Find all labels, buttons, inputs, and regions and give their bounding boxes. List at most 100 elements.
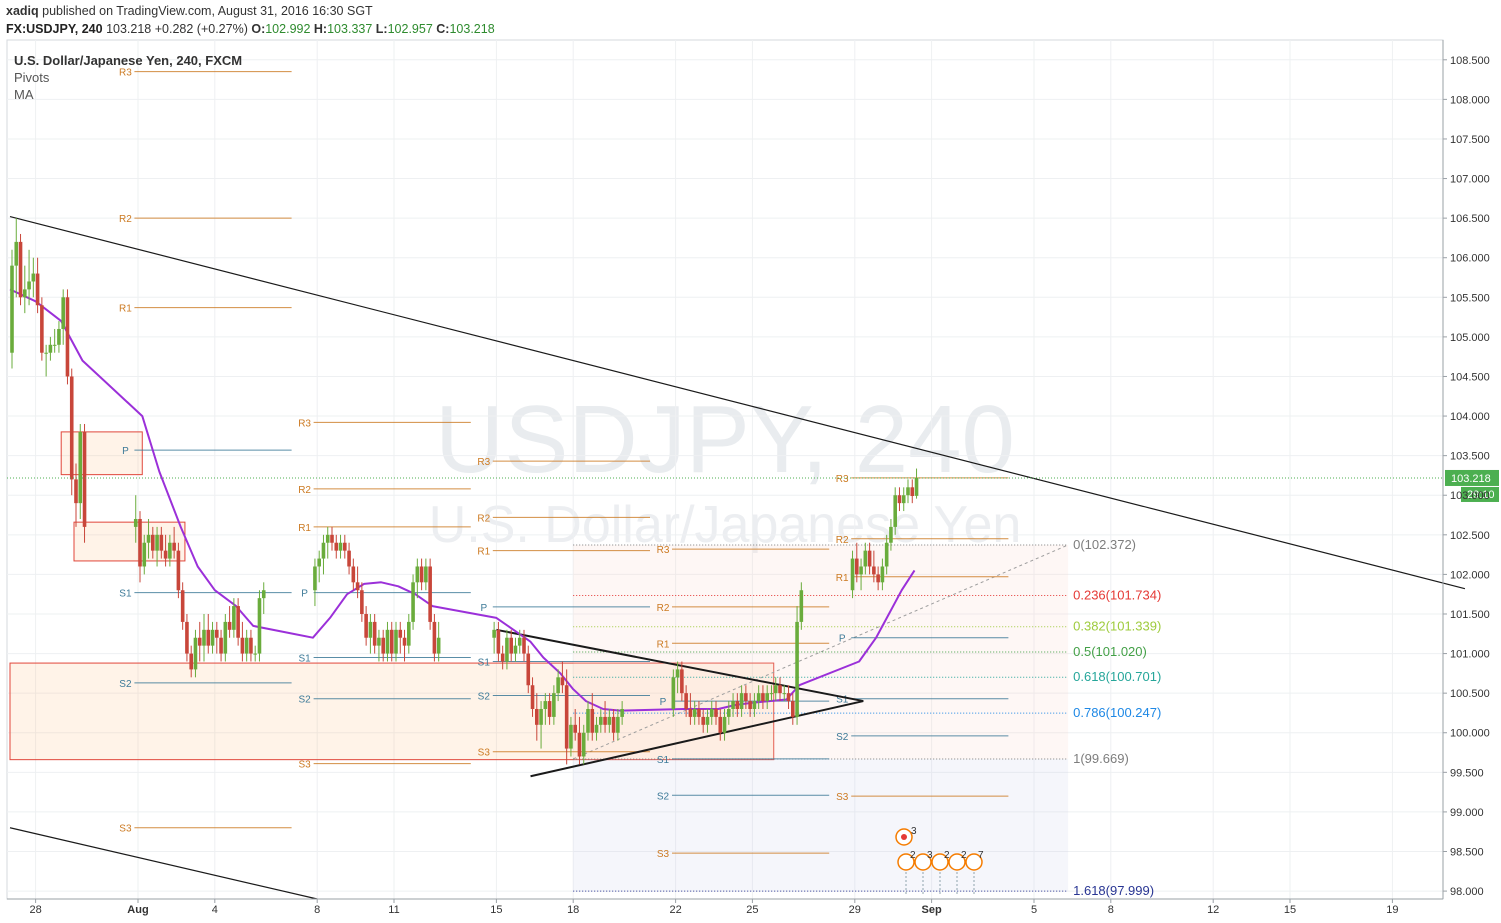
candle[interactable]: [795, 606, 799, 725]
candle[interactable]: [850, 550, 855, 599]
candle[interactable]: [61, 289, 65, 345]
candle[interactable]: [901, 487, 906, 512]
event-badge[interactable]: [914, 853, 932, 871]
candle[interactable]: [709, 701, 714, 725]
candle[interactable]: [611, 708, 616, 741]
candle[interactable]: [884, 534, 889, 575]
candle[interactable]: [321, 534, 326, 575]
candle[interactable]: [172, 526, 176, 559]
candle[interactable]: [133, 495, 138, 543]
candle[interactable]: [701, 708, 705, 733]
candle[interactable]: [855, 542, 859, 583]
candle[interactable]: [535, 693, 539, 741]
candle[interactable]: [78, 423, 83, 519]
legend-indicator-pivots[interactable]: Pivots: [14, 70, 50, 85]
candle[interactable]: [436, 621, 441, 662]
candle[interactable]: [142, 534, 147, 575]
event-badge[interactable]: [965, 853, 983, 871]
candle[interactable]: [428, 558, 432, 630]
candle[interactable]: [355, 566, 360, 599]
candle[interactable]: [385, 621, 390, 662]
candle[interactable]: [552, 685, 556, 725]
event-badge[interactable]: [931, 853, 949, 871]
candle[interactable]: [543, 693, 548, 725]
candle[interactable]: [756, 685, 761, 709]
candle[interactable]: [586, 701, 590, 741]
candle[interactable]: [210, 621, 215, 654]
candle[interactable]: [492, 621, 496, 654]
candle[interactable]: [197, 621, 202, 662]
candle[interactable]: [223, 613, 228, 662]
candle[interactable]: [688, 693, 693, 725]
candle[interactable]: [577, 716, 582, 765]
candle[interactable]: [146, 518, 151, 559]
candle[interactable]: [594, 716, 599, 741]
candle[interactable]: [163, 534, 168, 567]
candle[interactable]: [82, 423, 87, 543]
candle[interactable]: [57, 321, 61, 353]
candle[interactable]: [249, 629, 253, 662]
candle[interactable]: [35, 257, 40, 314]
candle[interactable]: [778, 677, 782, 702]
candle[interactable]: [914, 468, 919, 499]
candle[interactable]: [31, 257, 36, 298]
candle[interactable]: [791, 693, 795, 725]
candle[interactable]: [52, 328, 57, 353]
candle[interactable]: [500, 645, 505, 670]
candle[interactable]: [581, 724, 586, 765]
candle[interactable]: [522, 629, 526, 662]
candle[interactable]: [799, 582, 804, 630]
candle[interactable]: [227, 606, 232, 638]
candle[interactable]: [74, 463, 78, 527]
candle[interactable]: [372, 613, 377, 654]
candle[interactable]: [419, 558, 424, 591]
candle[interactable]: [671, 669, 676, 717]
candle[interactable]: [616, 708, 620, 741]
candle[interactable]: [432, 613, 437, 662]
candle[interactable]: [151, 526, 155, 559]
candle[interactable]: [560, 661, 565, 694]
candle[interactable]: [590, 693, 595, 741]
candle[interactable]: [910, 479, 915, 504]
candle[interactable]: [620, 701, 624, 725]
candle[interactable]: [607, 708, 612, 733]
long-downtrend-lower[interactable]: [9, 827, 318, 900]
candle[interactable]: [739, 685, 744, 717]
candle[interactable]: [193, 629, 198, 678]
candle[interactable]: [526, 645, 531, 694]
candle[interactable]: [411, 574, 415, 630]
event-badge[interactable]: [897, 853, 915, 871]
candle[interactable]: [40, 297, 44, 361]
triangle-upper[interactable]: [496, 628, 864, 703]
candle[interactable]: [731, 693, 735, 717]
candle[interactable]: [496, 621, 501, 662]
candle[interactable]: [697, 701, 701, 725]
candle[interactable]: [675, 661, 680, 694]
candle[interactable]: [539, 701, 543, 749]
candle[interactable]: [10, 249, 14, 369]
trendlines-layer[interactable]: [9, 215, 1466, 900]
candle[interactable]: [48, 336, 53, 361]
candle[interactable]: [547, 693, 552, 725]
candle[interactable]: [261, 582, 266, 614]
candle[interactable]: [415, 558, 420, 599]
candle[interactable]: [564, 669, 569, 765]
candle[interactable]: [176, 542, 181, 599]
candle[interactable]: [402, 629, 407, 662]
candle[interactable]: [381, 629, 385, 662]
candle[interactable]: [692, 701, 697, 725]
candle[interactable]: [735, 693, 740, 717]
fib-retracement[interactable]: 0(102.372) 0.236(101.734) 0.382(101.339) 0.…: [573, 537, 1161, 898]
candle[interactable]: [893, 487, 897, 535]
candle[interactable]: [773, 677, 778, 702]
candle[interactable]: [761, 685, 765, 709]
candle[interactable]: [219, 629, 223, 662]
legend-indicator-ma[interactable]: MA: [14, 87, 34, 102]
candle[interactable]: [364, 606, 368, 646]
candle[interactable]: [185, 613, 189, 662]
long-downtrend-upper[interactable]: [9, 215, 1466, 590]
candle[interactable]: [65, 289, 70, 385]
candle[interactable]: [14, 218, 19, 298]
author-name[interactable]: xadiq: [6, 4, 39, 18]
